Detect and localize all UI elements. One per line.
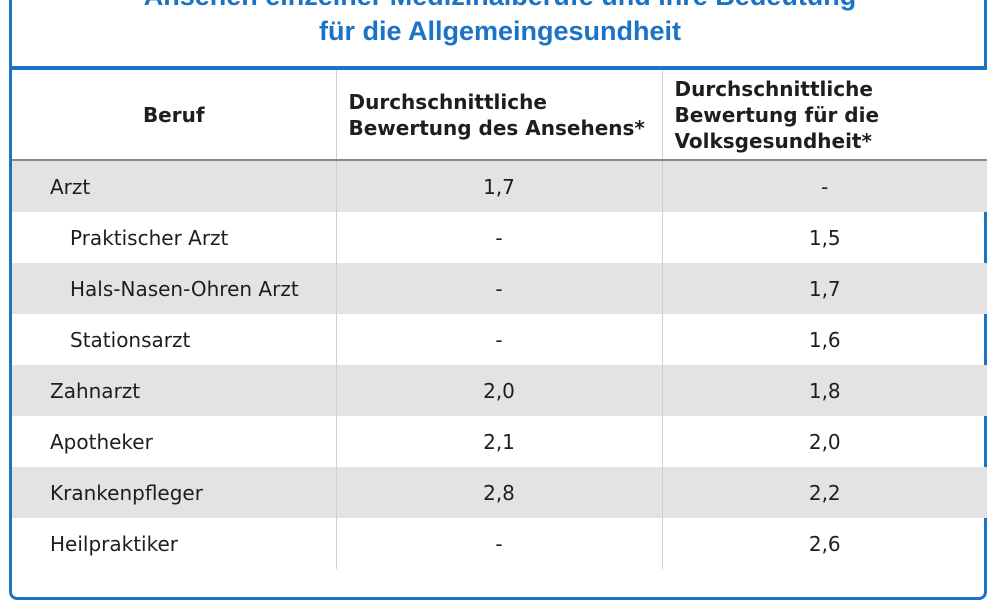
cell-ansehen: - (335, 518, 662, 569)
cell-beruf: Praktischer Arzt (70, 225, 229, 250)
cell-beruf: Apotheker (50, 429, 153, 454)
cell-volksgesundheit: 1,5 (661, 212, 987, 263)
cell-volksgesundheit: 1,8 (661, 365, 987, 416)
table-row: Heilpraktiker - 2,6 (12, 518, 987, 569)
cell-beruf: Krankenpfleger (12, 467, 336, 518)
cell-ansehen: - (335, 212, 662, 263)
cell-ansehen: 2,1 (335, 416, 662, 467)
table-row: Hals-Nasen-Ohren Arzt - 1,7 (12, 263, 987, 314)
header-beruf: Beruf (12, 70, 336, 160)
cell-beruf: Arzt (12, 161, 336, 212)
cell-ansehen: - (335, 314, 662, 365)
cell-beruf: Zahnarzt (12, 365, 336, 416)
cell-volksgesundheit: 2,2 (661, 467, 987, 518)
document-title: Ansehen einzelner Medizinalberufe und ih… (12, 0, 988, 49)
header-ansehen: Durchschnittliche Bewertung des Ansehens… (335, 70, 662, 160)
cell-ansehen: 1,7 (335, 161, 662, 212)
table-row: Apotheker 2,1 2,0 (12, 416, 987, 467)
cell-volksgesundheit: 2,6 (661, 518, 987, 569)
table-row: Zahnarzt 2,0 1,8 (12, 365, 987, 416)
cell-volksgesundheit: - (661, 161, 987, 212)
cell-beruf: Heilpraktiker (50, 531, 179, 556)
profession-rating-table: Beruf Durchschnittliche Bewertung des An… (12, 70, 987, 569)
table-row: Praktischer Arzt - 1,5 (12, 212, 987, 263)
cell-volksgesundheit: 1,7 (661, 263, 987, 314)
title-line-2: für die Allgemeingesundheit (318, 16, 682, 46)
table-row: Krankenpfleger 2,8 2,2 (12, 467, 987, 518)
cell-ansehen: 2,0 (335, 365, 662, 416)
title-line-1-clipped: Ansehen einzelner Medizinalberufe und ih… (12, 0, 988, 14)
cell-ansehen: 2,8 (335, 467, 662, 518)
cell-volksgesundheit: 1,6 (661, 314, 987, 365)
table-header-row: Beruf Durchschnittliche Bewertung des An… (12, 70, 987, 160)
cell-beruf: Hals-Nasen-Ohren Arzt (12, 263, 336, 314)
header-volksgesundheit: Durchschnittliche Bewertung für die Volk… (661, 70, 987, 160)
title-divider (12, 66, 987, 70)
cell-volksgesundheit: 2,0 (661, 416, 987, 467)
table-row: Arzt 1,7 - (12, 161, 987, 212)
cell-ansehen: - (335, 263, 662, 314)
table-row: Stationsarzt - 1,6 (12, 314, 987, 365)
cell-beruf: Stationsarzt (70, 327, 191, 352)
